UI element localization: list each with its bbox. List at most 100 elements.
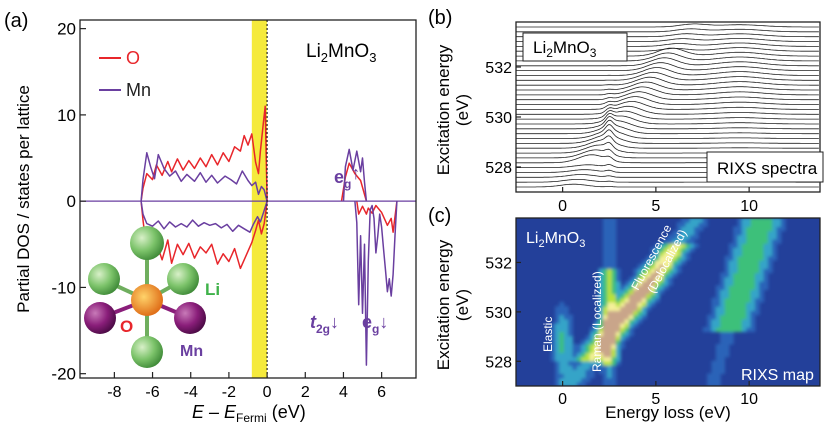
heatmap-cell <box>698 226 704 232</box>
heatmap-cell <box>663 272 669 278</box>
heatmap-cell <box>602 310 608 316</box>
heatmap-cell <box>672 251 678 257</box>
heatmap-cell <box>559 335 565 341</box>
heatmap-cell <box>646 289 652 295</box>
heatmap-cell <box>759 297 765 303</box>
label-raman: Raman (Localized) <box>590 271 604 372</box>
heatmap-cell <box>776 226 782 232</box>
heatmap-cell <box>737 302 743 307</box>
heatmap-cell <box>650 276 656 282</box>
heatmap-cell <box>715 323 721 328</box>
heatmap-cell <box>641 293 647 299</box>
heatmap-cell <box>750 323 756 328</box>
heatmap-cell <box>607 352 613 358</box>
rixs-spectrum <box>516 76 819 86</box>
heatmap-cell <box>572 373 578 379</box>
heatmap-cell <box>589 356 595 362</box>
heatmap-cell <box>559 369 565 374</box>
heatmap-cell <box>668 251 673 257</box>
legend-label-mn: Mn <box>126 80 151 100</box>
heatmap-cell <box>668 281 673 286</box>
heatmap-cell <box>720 356 725 362</box>
heatmap-cell <box>581 339 586 345</box>
heatmap-cell <box>620 306 626 311</box>
heatmap-cell <box>750 318 756 324</box>
heatmap-cell <box>559 323 565 328</box>
heatmap-cell <box>555 323 560 328</box>
heatmap-cell <box>741 243 747 248</box>
heatmap-cell <box>568 377 573 383</box>
heatmap-cell <box>759 218 765 223</box>
panel-b-corner-label: RIXS spectra <box>717 159 818 178</box>
heatmap-cell <box>607 230 613 236</box>
heatmap-cell <box>585 360 591 366</box>
heatmap-cell <box>720 323 725 328</box>
heatmap-cell <box>707 377 712 383</box>
zero-line <box>80 20 416 378</box>
heatmap-cell <box>711 297 717 303</box>
heatmap-cell <box>694 218 699 223</box>
heatmap-cell <box>559 344 565 349</box>
y-tick-label: -20 <box>51 365 76 384</box>
heatmap-cell <box>741 268 747 274</box>
heatmap-cell <box>563 348 569 353</box>
heatmap-cell <box>611 377 617 383</box>
heatmap-cell <box>559 327 565 332</box>
heatmap-cell <box>568 344 573 349</box>
heatmap-cell <box>598 344 604 349</box>
heatmap-cell <box>655 251 660 257</box>
heatmap-cell <box>759 293 765 299</box>
heatmap-cell <box>607 297 613 303</box>
panel-a-frame <box>79 19 417 379</box>
heatmap-cell <box>759 260 765 265</box>
y-tick-label: 0 <box>67 192 76 211</box>
heatmap-cell <box>720 365 725 370</box>
heatmap-cell <box>668 264 673 269</box>
heatmap-cell <box>685 234 691 240</box>
heatmap-cell <box>655 260 660 265</box>
heatmap-cell <box>720 352 725 358</box>
heatmap-cell <box>633 297 639 303</box>
heatmap-cell <box>589 344 595 349</box>
heatmap-cell <box>602 339 608 345</box>
panel-c-corner-label: RIXS map <box>741 367 814 384</box>
heatmap-cell <box>754 222 760 227</box>
heatmap-cell <box>633 276 639 282</box>
heatmap-cell <box>659 247 665 253</box>
heatmap-cell <box>746 264 752 269</box>
heatmap-cell <box>607 260 613 265</box>
heatmap-cell <box>741 222 747 227</box>
heatmap-cell <box>602 373 608 379</box>
heatmap-cell <box>728 323 734 328</box>
heatmap-cell <box>672 239 678 244</box>
panel-b-title: Li2MnO3 <box>533 38 597 60</box>
heatmap-cell <box>763 264 769 269</box>
heatmap-cell <box>715 285 721 290</box>
heatmap-cell <box>641 314 647 320</box>
heatmap-cell <box>615 297 621 303</box>
heatmap-cell <box>550 323 556 328</box>
panel-b-label: (b) <box>428 7 452 29</box>
heatmap-cell <box>620 339 626 345</box>
heatmap-cell <box>611 373 617 379</box>
heatmap-cell <box>620 327 626 332</box>
heatmap-cell <box>763 239 769 244</box>
heatmap-cell <box>598 297 604 303</box>
heatmap-cell <box>750 281 756 286</box>
heatmap-cell <box>559 377 565 383</box>
heatmap-cell <box>620 310 626 316</box>
heatmap-cell <box>689 230 695 236</box>
heatmap-cell <box>733 285 738 290</box>
heatmap-cell <box>737 318 743 324</box>
heatmap-cell <box>589 348 595 353</box>
heatmap-cell <box>620 344 626 349</box>
heatmap-cell <box>668 239 673 244</box>
heatmap-cell <box>602 352 608 358</box>
annotation-eg-down: eg↓ <box>362 312 388 336</box>
heatmap-cell <box>759 255 765 261</box>
heatmap-cell <box>611 293 617 299</box>
heatmap-cell <box>754 276 760 282</box>
heatmap-cell <box>615 327 621 332</box>
heatmap-cell <box>602 234 608 240</box>
rixs-spectrum <box>516 28 819 33</box>
